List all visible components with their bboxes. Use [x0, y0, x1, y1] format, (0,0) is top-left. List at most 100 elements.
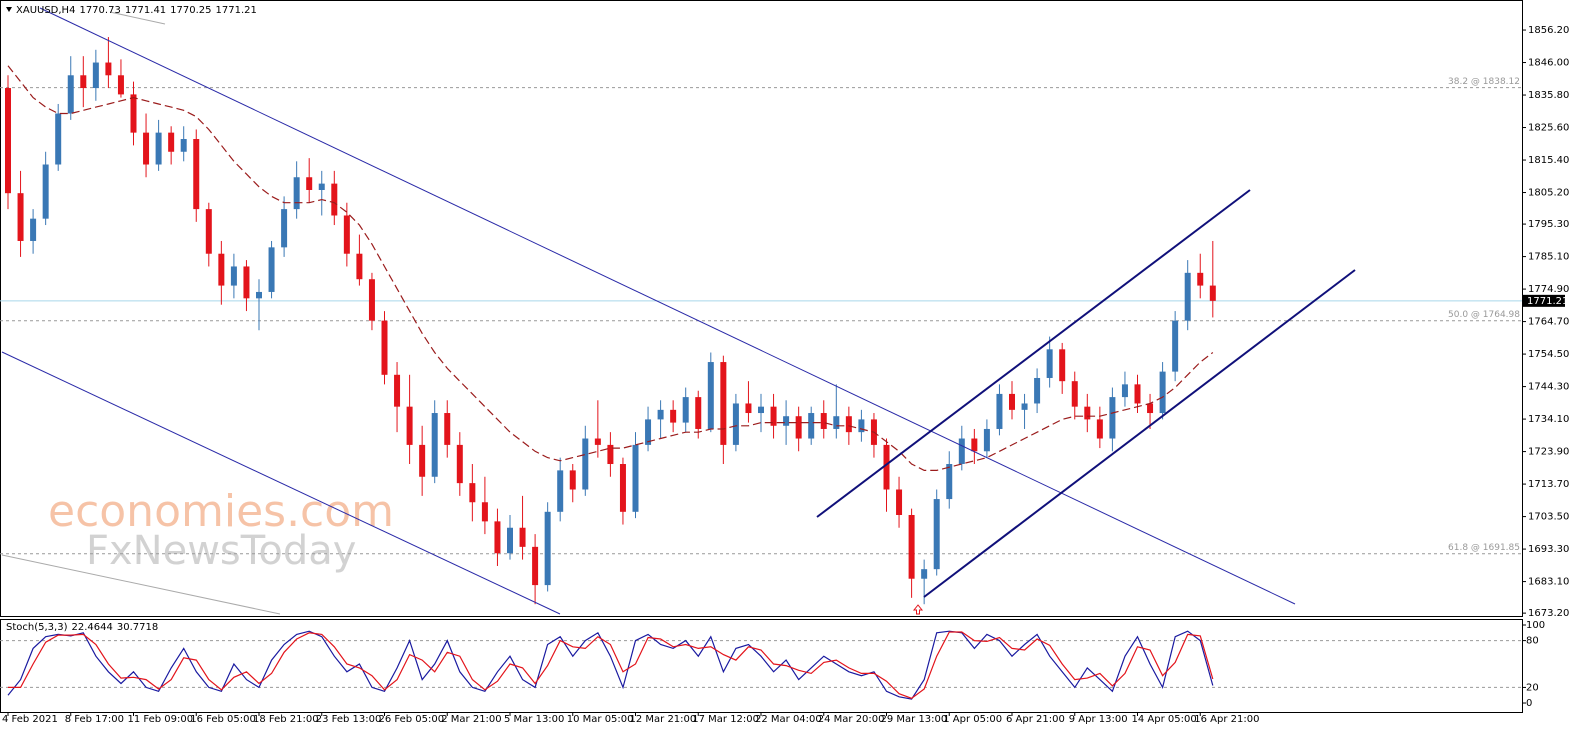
- candle-body: [657, 409, 664, 420]
- indicator-value: 30.7718: [117, 622, 158, 633]
- candle-body: [168, 132, 175, 152]
- candle-body: [783, 416, 790, 426]
- x-tick-label: 8 Feb 17:00: [65, 714, 124, 725]
- y-tick-label: 1774.90: [1528, 284, 1569, 295]
- bar-close: 1771.21: [216, 5, 257, 16]
- y-tick-label: 1835.80: [1528, 90, 1569, 101]
- candle-body: [268, 247, 275, 292]
- candle-body: [343, 215, 350, 254]
- y-tick-label: 100: [1526, 620, 1545, 631]
- candle-body: [281, 209, 288, 248]
- trend-line: [1, 554, 281, 615]
- candle-body: [946, 464, 953, 500]
- x-tick-label: 10 Mar 05:00: [567, 714, 634, 725]
- x-tick-label: 26 Feb 05:00: [379, 714, 445, 725]
- candle-body: [243, 266, 250, 299]
- indicator-value: 22.4644: [71, 622, 112, 633]
- candle-body: [117, 75, 124, 95]
- candle-body: [670, 409, 677, 423]
- candle-body: [707, 362, 714, 429]
- candle-body: [130, 94, 137, 133]
- x-tick-label: 17 Mar 12:00: [692, 714, 759, 725]
- candle-body: [594, 438, 601, 445]
- candle-body: [632, 444, 639, 512]
- candle-body: [92, 62, 99, 89]
- candle-body: [745, 403, 752, 414]
- x-tick-label: 24 Mar 20:00: [818, 714, 885, 725]
- channel-line: [923, 269, 1356, 598]
- y-tick-label: 1744.30: [1528, 382, 1569, 393]
- y-tick-label: 1785.10: [1528, 252, 1569, 263]
- trend-line: [39, 7, 1296, 605]
- candle-body: [1021, 403, 1028, 410]
- candle-body: [444, 413, 451, 445]
- main-frame: [0, 0, 1523, 617]
- indicator-title: Stoch(5,3,3): [6, 622, 68, 633]
- y-tick-label: 1846.00: [1528, 58, 1569, 69]
- candle-body: [143, 132, 150, 165]
- candle-body: [682, 397, 689, 423]
- x-tick-label: 2 Mar 21:00: [441, 714, 501, 725]
- watermark-text: FxNewsToday: [86, 528, 356, 574]
- trend-line: [1, 351, 561, 615]
- candle-body: [619, 464, 626, 512]
- x-tick-label: 1 Apr 05:00: [943, 714, 1002, 725]
- price-label: 1771.21: [1527, 296, 1568, 307]
- candle-body: [833, 416, 840, 429]
- watermark-text: economies.com: [48, 486, 394, 537]
- candle-body: [394, 374, 401, 407]
- candle-body: [1197, 272, 1204, 286]
- x-tick-label: 12 Mar 21:00: [630, 714, 697, 725]
- candle-body: [30, 218, 37, 241]
- candle-body: [1172, 320, 1179, 372]
- candle-body: [381, 320, 388, 375]
- candle-body: [80, 75, 87, 89]
- y-tick-label: 1815.40: [1528, 155, 1569, 166]
- x-tick-label: 16 Feb 05:00: [190, 714, 256, 725]
- y-tick-label: 1723.90: [1528, 447, 1569, 458]
- candle-body: [1134, 384, 1141, 404]
- stoch-line: [7, 630, 1214, 700]
- candle-body: [996, 393, 1003, 429]
- candle-body: [770, 406, 777, 426]
- y-tick-label: 0: [1526, 698, 1532, 709]
- candle-body: [795, 416, 802, 439]
- candle-body: [431, 413, 438, 477]
- y-tick-label: 1856.20: [1528, 25, 1569, 36]
- fib-label: 50.0 @ 1764.98: [1448, 310, 1520, 320]
- candle-body: [532, 546, 539, 586]
- y-tick-label: 1683.10: [1528, 577, 1569, 588]
- price-label-box: [1523, 294, 1565, 307]
- x-tick-label: 23 Feb 13:00: [316, 714, 382, 725]
- y-tick-label: 20: [1526, 682, 1539, 693]
- candle-body: [1159, 371, 1166, 414]
- plot-area: [0, 37, 1522, 605]
- candle-body: [293, 177, 300, 210]
- x-tick-label: 5 Mar 13:00: [504, 714, 564, 725]
- stoch-line: [8, 631, 1214, 699]
- trend-lines: [1, 7, 1356, 615]
- candle-body: [569, 470, 576, 490]
- candle-body: [331, 183, 338, 216]
- candle-body: [1109, 397, 1116, 439]
- watermark: economies.com FxNewsToday: [48, 486, 394, 574]
- y-tick-label: 1795.30: [1528, 219, 1569, 230]
- candle-body: [1059, 349, 1066, 382]
- candle-body: [368, 279, 375, 321]
- x-tick-label: 22 Mar 04:00: [755, 714, 822, 725]
- candle-body: [1209, 285, 1216, 301]
- candle-body: [1046, 349, 1053, 378]
- candle-body: [1184, 272, 1191, 321]
- candle-body: [105, 62, 112, 76]
- candle-body: [419, 444, 426, 477]
- candle-body: [720, 362, 727, 445]
- x-tick-label: 29 Mar 13:00: [881, 714, 948, 725]
- candle-body: [306, 177, 313, 190]
- candle-body: [193, 139, 200, 210]
- x-tick-label: 6 Apr 21:00: [1006, 714, 1065, 725]
- y-tick-label: 80: [1526, 636, 1539, 647]
- candle-body: [205, 209, 212, 254]
- candle-body: [356, 253, 363, 280]
- channel-line: [816, 189, 1251, 518]
